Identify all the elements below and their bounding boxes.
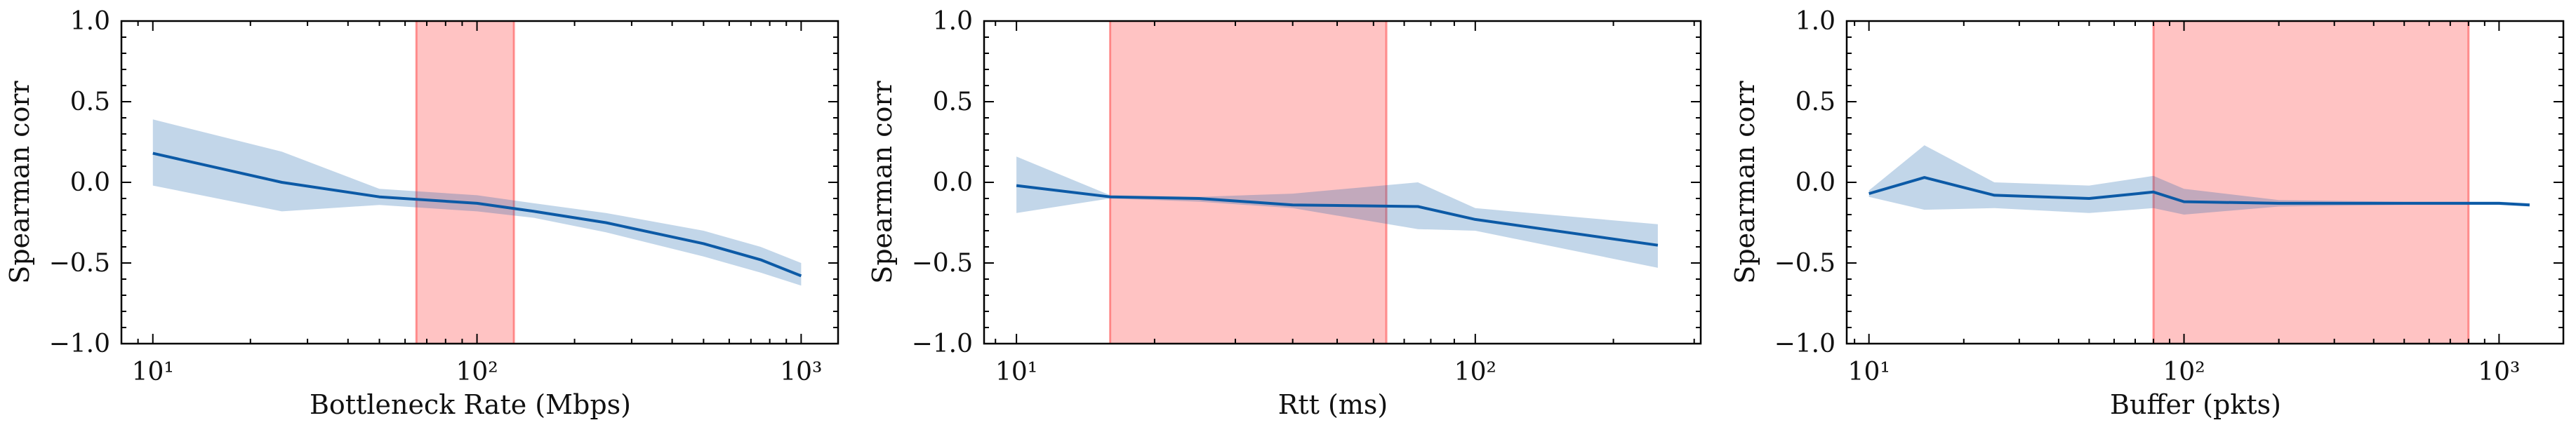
y-ticks: −1.0 −0.5 0.0 0.5 1.0 (49, 7, 838, 358)
x-ticks: 10¹ 10² 10³ (1848, 21, 2521, 386)
x-axis-label: Bottleneck Rate (Mbps) (310, 389, 631, 420)
x-axis-label: Rtt (ms) (1278, 389, 1388, 420)
x-tick-label: 10¹ (1848, 358, 1890, 386)
series-line (1868, 176, 2530, 207)
y-tick-label: 1.0 (1795, 7, 1835, 36)
series-line (152, 151, 802, 278)
y-tick-label: 1.0 (933, 7, 973, 36)
confidence-band (1016, 156, 1658, 268)
y-tick-label: 0.0 (70, 168, 110, 197)
y-ticks: −1.0 −0.5 0.0 0.5 1.0 (912, 7, 1701, 358)
series-line (1016, 184, 1659, 247)
plot-area (1868, 21, 2530, 344)
y-tick-label: 0.5 (70, 88, 110, 116)
subplot-bottleneck-rate: Spearman corr Bottleneck Rate (Mbps) −1.… (4, 7, 839, 420)
highlight-region (1110, 21, 1387, 344)
y-axis-label: Spearman corr (867, 80, 898, 283)
x-axis-label: Buffer (pkts) (2110, 389, 2281, 420)
x-tick-label: 10³ (2478, 358, 2520, 386)
y-tick-label: 0.5 (933, 88, 973, 116)
y-axis-label: Spearman corr (1729, 80, 1760, 283)
y-tick-label: 1.0 (70, 7, 110, 36)
x-ticks: 10¹ 10² 10³ (121, 21, 823, 386)
y-tick-label: −1.0 (912, 330, 973, 358)
x-tick-label: 10² (2163, 358, 2205, 386)
x-tick-label: 10¹ (132, 358, 174, 386)
y-tick-label: −0.5 (49, 249, 110, 278)
y-tick-label: −0.5 (912, 249, 973, 278)
y-tick-label: 0.5 (1795, 88, 1835, 116)
y-tick-label: 0.0 (933, 168, 973, 197)
subplot-buffer: Spearman corr Buffer (pkts) −1.0 −0.5 0.0 0… (1729, 7, 2565, 420)
x-tick-label: 10² (1454, 358, 1496, 386)
x-tick-label: 10² (456, 358, 498, 386)
plot-area (152, 21, 802, 344)
highlight-region (2153, 21, 2469, 344)
y-tick-label: −1.0 (1774, 330, 1835, 358)
y-tick-label: −1.0 (49, 330, 110, 358)
y-ticks: −1.0 −0.5 0.0 0.5 1.0 (1774, 7, 2563, 358)
subplot-rtt: Spearman corr Rtt (ms) −1.0 −0.5 0.0 0.5 1.0… (867, 7, 1702, 420)
y-tick-label: 0.0 (1795, 168, 1835, 197)
highlight-region (416, 21, 514, 344)
x-tick-label: 10¹ (995, 358, 1037, 386)
x-tick-label: 10³ (780, 358, 822, 386)
y-axis-label: Spearman corr (4, 80, 35, 283)
plot-area (1016, 21, 1659, 344)
y-tick-label: −0.5 (1774, 249, 1835, 278)
x-ticks: 10¹ 10² (995, 21, 1695, 386)
